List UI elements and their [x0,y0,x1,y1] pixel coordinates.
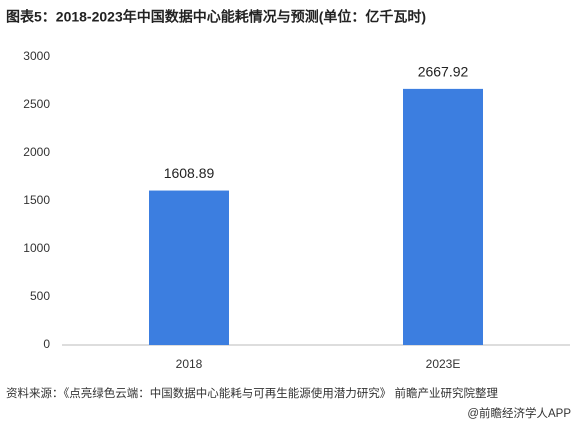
y-tick-label: 1500 [23,193,50,207]
value-label: 1608.89 [164,165,215,181]
x-tick-label: 2018 [176,357,203,371]
credit: @前瞻经济学人APP [467,406,571,420]
value-label: 2667.92 [418,64,469,80]
y-tick-label: 2500 [23,97,50,111]
y-tick-label: 1000 [23,241,50,255]
y-tick-label: 3000 [23,49,50,63]
chart-title: 图表5：2018-2023年中国数据中心能耗情况与预测(单位：亿千瓦时) [6,9,426,25]
y-tick-label: 500 [30,289,50,303]
source-note: 资料来源：《点亮绿色云端：中国数据中心能耗与可再生能源使用潜力研究》 前瞻产业研… [6,386,498,400]
y-tick-label: 2000 [23,145,50,159]
bar [403,88,483,346]
y-tick-label: 0 [43,337,50,351]
bar [149,190,229,345]
x-tick-label: 2023E [426,357,461,371]
